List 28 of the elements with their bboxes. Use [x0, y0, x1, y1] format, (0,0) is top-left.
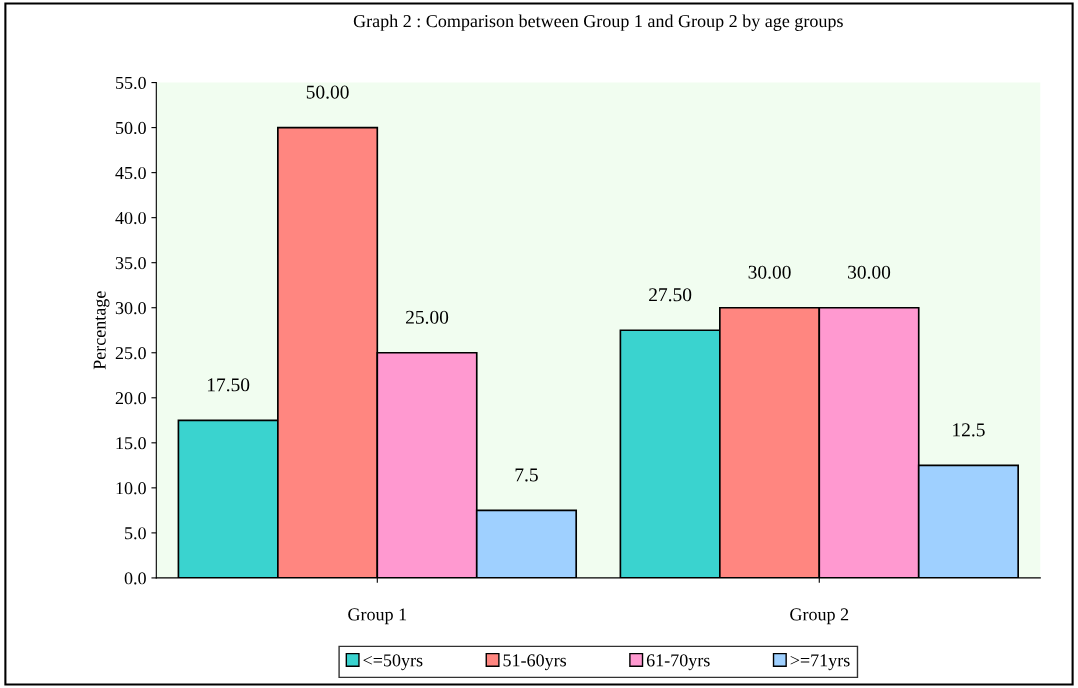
data-label: 27.50: [649, 288, 692, 302]
y-tick-label: 15.0: [116, 437, 146, 450]
legend-label: <=50yrs: [363, 654, 423, 671]
y-axis-title: Percentage: [93, 291, 110, 370]
y-tick-label: 45.0: [115, 166, 146, 180]
legend-label: 61-70yrs: [646, 654, 710, 671]
y-tick-label: 50.0: [116, 121, 146, 135]
x-tick-label: Group 1: [348, 608, 407, 625]
data-label: 7.5: [515, 468, 538, 482]
y-tick-label: 25.0: [115, 347, 146, 360]
legend-label: 51-60yrs: [503, 654, 567, 671]
y-tick-label: 5.0: [125, 527, 146, 540]
y-tick-label: 40.0: [115, 211, 146, 225]
y-tick-label: 20.0: [115, 392, 146, 405]
data-label: 25.00: [406, 310, 449, 324]
y-tick-label: 55.0: [116, 76, 146, 90]
y-tick-label: 35.0: [115, 256, 146, 270]
x-tick-label: Group 2: [790, 608, 849, 625]
y-tick-label: 10.0: [116, 482, 146, 495]
data-label: 12.5: [953, 423, 985, 437]
chart-title: Graph 2 : Comparison between Group 1 and Group 2 by age groups: [353, 14, 843, 31]
y-tick-label: 30.0: [115, 301, 146, 315]
data-label: 30.00: [848, 265, 891, 279]
data-label: 30.00: [748, 265, 791, 279]
y-tick-label: 0.0: [124, 572, 146, 585]
legend-label: >=71yrs: [790, 654, 850, 671]
data-label: 17.50: [207, 378, 250, 392]
data-label: 50.00: [306, 85, 349, 99]
